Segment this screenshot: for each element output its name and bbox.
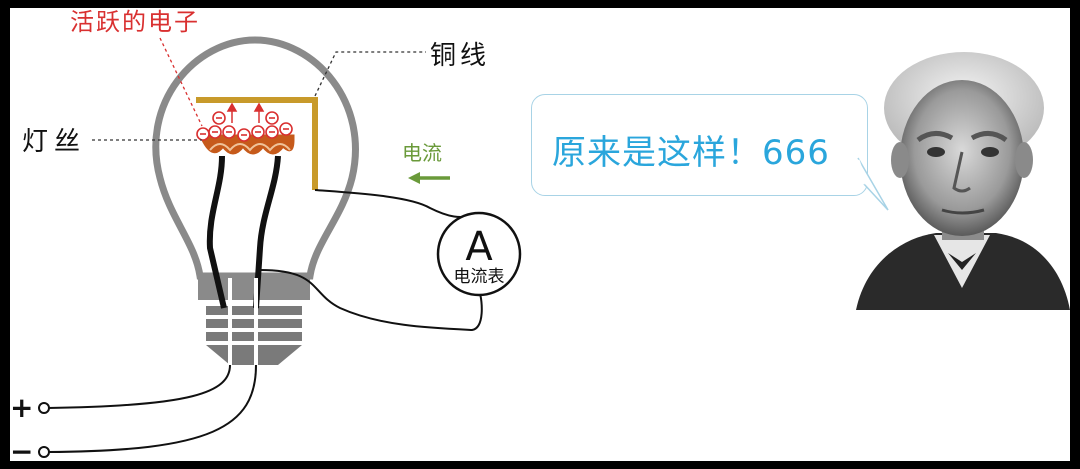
plus-sign: + bbox=[10, 391, 33, 424]
electron-leader-line bbox=[159, 37, 203, 127]
terminal-wire-minus bbox=[47, 364, 257, 453]
terminal-plus bbox=[38, 402, 50, 414]
edison-portrait bbox=[856, 52, 1070, 310]
bulb-circuit-diagram: 活跃的电子 灯丝 铜线 电流 A 电流表 + − bbox=[10, 8, 522, 461]
speech-bubble: 原来是这样！666 bbox=[531, 94, 868, 196]
copper-wire-label: 铜线 bbox=[430, 41, 490, 71]
copper-leader-line bbox=[314, 51, 426, 97]
speech-bubble-text: 原来是这样！666 bbox=[552, 133, 830, 173]
minus-sign: − bbox=[10, 435, 33, 461]
copper-wire bbox=[196, 97, 318, 190]
bulb-glass bbox=[152, 36, 359, 280]
ammeter-symbol: A bbox=[465, 224, 493, 270]
ammeter-label: 电流表 bbox=[454, 267, 505, 287]
current-arrow-head bbox=[408, 172, 420, 184]
terminal-minus bbox=[38, 446, 50, 458]
electron-emission-arrows bbox=[226, 102, 265, 123]
terminal-wire-plus bbox=[47, 364, 231, 409]
support-wire-left bbox=[206, 155, 227, 309]
ammeter-icon bbox=[436, 211, 522, 297]
support-wire-right bbox=[253, 155, 281, 309]
filament-label: 灯丝 bbox=[22, 127, 86, 157]
circuit-wire-bottom bbox=[259, 269, 483, 332]
current-label: 电流 bbox=[402, 141, 442, 165]
active-electrons-label: 活跃的电子 bbox=[70, 8, 200, 36]
diagram-stage: 活跃的电子 灯丝 铜线 电流 A 电流表 + − 原来是这样！666 bbox=[10, 8, 1070, 461]
